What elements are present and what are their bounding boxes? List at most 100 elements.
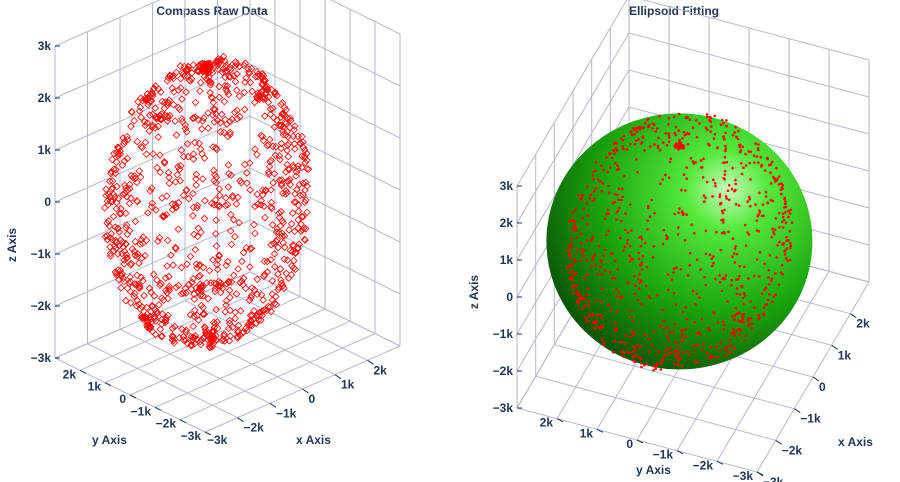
fit-data-point bbox=[718, 349, 722, 352]
raw-data-point bbox=[240, 105, 249, 114]
fit-data-point bbox=[738, 333, 741, 336]
fit-data-point bbox=[709, 125, 713, 128]
fit-data-point bbox=[628, 203, 632, 206]
raw-data-point bbox=[152, 113, 160, 121]
raw-data-point bbox=[285, 175, 294, 184]
fit-data-point bbox=[705, 113, 709, 116]
raw-data-point bbox=[259, 76, 267, 85]
fit-data-point bbox=[602, 341, 606, 345]
fit-data-point bbox=[778, 240, 781, 244]
raw-data-point bbox=[245, 296, 254, 305]
fit-data-point bbox=[569, 236, 573, 240]
raw-data-point bbox=[165, 272, 173, 281]
fit-data-point bbox=[631, 319, 635, 323]
fit-data-point bbox=[679, 268, 683, 271]
fit-data-point bbox=[592, 190, 596, 194]
raw-data-point bbox=[179, 191, 188, 200]
fit-data-point bbox=[637, 138, 640, 141]
raw-data-point bbox=[208, 94, 217, 102]
fit-data-point bbox=[639, 279, 643, 282]
raw-data-point bbox=[202, 331, 211, 340]
raw-data-point bbox=[136, 103, 145, 112]
fit-data-point bbox=[775, 255, 778, 259]
fit-data-point bbox=[601, 324, 604, 328]
raw-data-point bbox=[272, 142, 280, 151]
raw-data-point bbox=[278, 232, 286, 241]
raw-data-point bbox=[260, 257, 269, 266]
raw-data-point bbox=[202, 279, 211, 287]
raw-data-point bbox=[282, 269, 291, 278]
fit-data-point bbox=[622, 355, 625, 359]
raw-data-point bbox=[279, 123, 287, 131]
raw-data-point bbox=[302, 178, 310, 187]
fit-data-point bbox=[770, 235, 774, 239]
raw-data-point bbox=[279, 239, 288, 247]
raw-data-point bbox=[275, 213, 284, 222]
fit-data-point bbox=[674, 303, 678, 306]
raw-data-point bbox=[168, 335, 177, 344]
fit-data-point bbox=[747, 324, 750, 327]
fit-data-point bbox=[709, 345, 713, 349]
raw-data-point bbox=[301, 158, 310, 167]
raw-data-point bbox=[219, 64, 228, 73]
fit-data-point bbox=[665, 234, 668, 237]
fit-data-point bbox=[684, 328, 687, 331]
fit-data-point bbox=[653, 143, 656, 146]
raw-data-point bbox=[215, 282, 223, 290]
fit-data-point bbox=[667, 176, 671, 179]
raw-data-point bbox=[222, 301, 230, 309]
fit-data-point bbox=[629, 142, 632, 146]
raw-data-point bbox=[136, 173, 145, 181]
side-wall-gridline bbox=[628, 32, 870, 98]
fit-data-point bbox=[616, 310, 619, 313]
fit-data-point bbox=[781, 212, 785, 215]
fit-data-point bbox=[648, 215, 652, 218]
raw-data-point bbox=[156, 281, 164, 290]
fit-data-point bbox=[624, 212, 627, 215]
fit-data-point bbox=[787, 209, 790, 213]
fit-data-point bbox=[779, 271, 783, 274]
raw-data-point bbox=[279, 110, 287, 119]
fit-data-point bbox=[620, 219, 623, 223]
y-tick-mark bbox=[129, 394, 137, 399]
fit-data-point bbox=[730, 278, 733, 282]
side-wall-gridline bbox=[249, 11, 401, 87]
raw-data-point bbox=[297, 227, 305, 235]
fit-data-point bbox=[736, 137, 740, 141]
fit-data-point bbox=[762, 306, 766, 310]
fit-data-point bbox=[576, 248, 579, 252]
raw-data-point bbox=[171, 243, 180, 252]
raw-data-point bbox=[123, 186, 132, 194]
raw-data-point bbox=[189, 150, 198, 158]
fit-data-point bbox=[638, 281, 642, 285]
fit-data-point bbox=[568, 250, 571, 254]
fit-data-point bbox=[783, 197, 786, 201]
fit-data-point bbox=[672, 330, 675, 334]
raw-data-point bbox=[175, 105, 184, 114]
fit-data-point bbox=[742, 291, 746, 295]
fit-data-point bbox=[647, 206, 650, 209]
raw-data-point bbox=[242, 74, 250, 82]
raw-data-point bbox=[157, 115, 166, 124]
fit-data-point bbox=[764, 190, 768, 194]
fit-data-point bbox=[781, 273, 784, 276]
fit-data-point bbox=[784, 256, 788, 260]
raw-data-point bbox=[290, 122, 299, 130]
raw-data-point bbox=[135, 107, 144, 115]
raw-data-point bbox=[271, 262, 279, 271]
fit-data-point bbox=[667, 288, 670, 292]
fit-data-point bbox=[749, 150, 753, 154]
raw-data-point bbox=[160, 159, 169, 167]
fit-data-point bbox=[706, 351, 709, 355]
fit-data-point bbox=[723, 347, 727, 351]
fit-data-point bbox=[733, 247, 737, 250]
y-tick-label: −1k bbox=[131, 404, 152, 418]
raw-data-point bbox=[189, 189, 197, 198]
raw-data-point bbox=[292, 168, 301, 176]
fit-data-point bbox=[726, 350, 729, 353]
fit-data-point bbox=[637, 257, 641, 261]
raw-data-point bbox=[201, 196, 209, 205]
raw-data-point bbox=[104, 190, 113, 199]
fit-data-point bbox=[740, 313, 744, 317]
raw-data-point bbox=[268, 290, 277, 298]
